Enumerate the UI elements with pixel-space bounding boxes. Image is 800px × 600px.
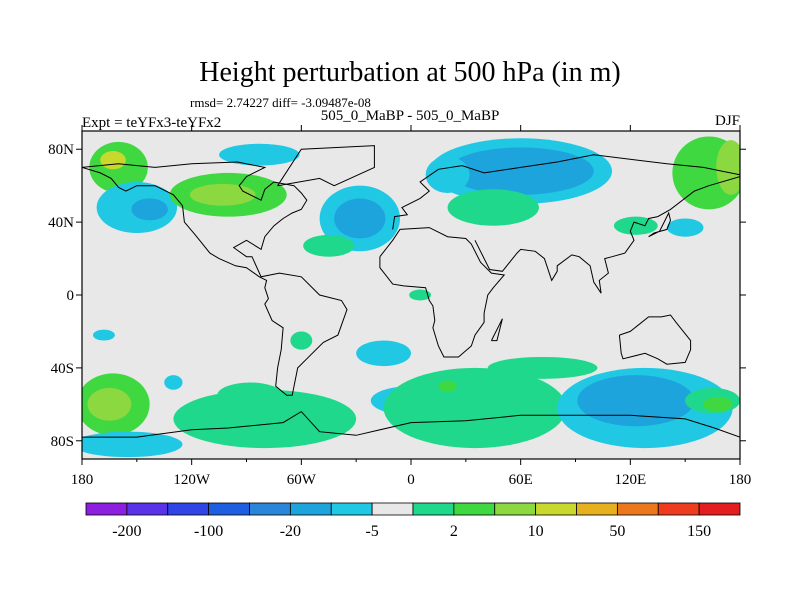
x-tick-label: 180 bbox=[729, 472, 752, 488]
coastline bbox=[82, 161, 348, 396]
contour-region bbox=[716, 140, 740, 195]
colorbar-label: -20 bbox=[280, 523, 301, 540]
y-tick-label: 80S bbox=[51, 434, 74, 450]
contour-region bbox=[82, 431, 183, 458]
colorbar-swatch bbox=[85, 502, 128, 516]
x-tick-label: 60E bbox=[509, 472, 533, 488]
contour-region bbox=[409, 289, 432, 301]
colorbar-swatch bbox=[698, 502, 741, 516]
contour-region bbox=[303, 234, 355, 257]
colorbar-swatch bbox=[657, 502, 700, 516]
x-tick-label: 120E bbox=[614, 472, 646, 488]
coastline bbox=[474, 176, 740, 294]
map-panel bbox=[81, 130, 741, 460]
colorbar-swatch bbox=[576, 502, 618, 516]
colorbar-labels: -200 -100 -20 -5 2 10 50 150 bbox=[112, 523, 711, 540]
experiment-label: Expt = teYFx3-teYFx2 bbox=[82, 115, 221, 131]
subtitle-label: 505_0_MaBP - 505_0_MaBP bbox=[321, 108, 500, 124]
colorbar-label: -5 bbox=[365, 523, 378, 540]
colorbar-swatch bbox=[330, 502, 373, 516]
x-axis: 180 120W 60W 0 60E 120E 180 bbox=[71, 125, 752, 488]
x-tick-label: 120W bbox=[173, 472, 211, 488]
coastline bbox=[618, 314, 692, 365]
stats-label: rmsd= 2.74227 diff= -3.09487e-08 bbox=[190, 95, 371, 110]
colorbar-swatch bbox=[126, 502, 169, 516]
contour-region bbox=[100, 151, 126, 170]
colorbar-label: 150 bbox=[687, 523, 711, 540]
y-tick-label: 80N bbox=[48, 142, 74, 158]
contour-region bbox=[87, 387, 132, 421]
contour-region bbox=[613, 216, 658, 235]
contour-region bbox=[131, 198, 168, 221]
contour-region bbox=[356, 340, 412, 367]
colorbar-swatch bbox=[535, 502, 577, 516]
contour-region bbox=[383, 367, 567, 449]
x-tick-label: 0 bbox=[407, 472, 415, 488]
x-tick-label: 180 bbox=[71, 472, 94, 488]
colorbar-swatch bbox=[494, 502, 537, 516]
coastlines bbox=[82, 145, 740, 438]
coastline bbox=[379, 227, 506, 358]
y-tick-label: 0 bbox=[67, 288, 75, 304]
contour-region bbox=[666, 218, 704, 237]
contour-region bbox=[447, 189, 539, 226]
contour-region bbox=[334, 198, 386, 239]
colorbar-swatch bbox=[208, 502, 250, 516]
colorbar-swatch bbox=[289, 502, 332, 516]
contour-region bbox=[290, 331, 313, 350]
coastline bbox=[392, 154, 740, 230]
contour-region bbox=[438, 380, 457, 392]
chart-title: Height perturbation at 500 hPa (in m) bbox=[199, 57, 620, 88]
colorbar bbox=[85, 502, 741, 516]
contour-region bbox=[219, 143, 300, 166]
colorbar-swatch bbox=[167, 502, 210, 516]
contour-region bbox=[703, 397, 733, 412]
colorbar-label: -100 bbox=[194, 523, 223, 540]
colorbar-label: 50 bbox=[609, 523, 625, 540]
contour-region bbox=[189, 183, 256, 206]
colorbar-swatch bbox=[371, 502, 414, 516]
contour-region bbox=[173, 389, 357, 449]
y-axis: 80N 40N 0 40S 80S bbox=[48, 142, 746, 450]
coastline bbox=[648, 211, 672, 238]
coastline bbox=[82, 410, 740, 438]
colorbar-swatch bbox=[453, 502, 496, 516]
contour-region bbox=[164, 375, 183, 390]
colorbar-swatch bbox=[249, 502, 291, 516]
colorbar-label: 10 bbox=[528, 523, 544, 540]
y-tick-label: 40N bbox=[48, 215, 74, 231]
y-tick-label: 40S bbox=[51, 361, 74, 377]
season-label: DJF bbox=[715, 113, 740, 129]
contour-region bbox=[425, 156, 470, 193]
coastline bbox=[277, 145, 375, 187]
contour-region bbox=[92, 329, 115, 341]
contour-region bbox=[217, 382, 284, 408]
contour-fills bbox=[82, 136, 740, 458]
x-tick-label: 60W bbox=[287, 472, 317, 488]
colorbar-swatch bbox=[412, 502, 455, 516]
colorbar-label: 2 bbox=[450, 523, 458, 540]
colorbar-label: -200 bbox=[112, 523, 141, 540]
coastline bbox=[490, 318, 503, 342]
contour-region bbox=[577, 375, 695, 427]
colorbar-swatch bbox=[616, 502, 659, 516]
contour-region bbox=[447, 147, 594, 195]
contour-region bbox=[487, 356, 598, 379]
